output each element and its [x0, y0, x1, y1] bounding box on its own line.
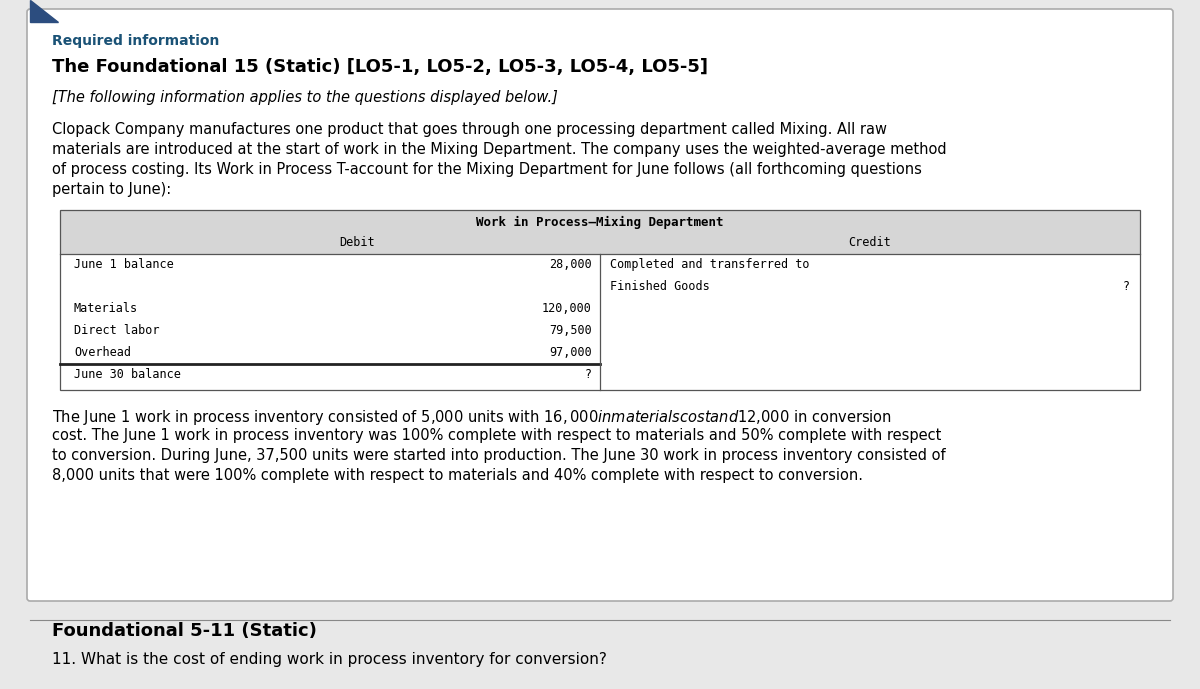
Text: Finished Goods: Finished Goods — [610, 280, 709, 293]
Text: [The following information applies to the questions displayed below.]: [The following information applies to th… — [52, 90, 558, 105]
Text: June 30 balance: June 30 balance — [74, 368, 181, 381]
Text: ?: ? — [584, 368, 592, 381]
Text: 97,000: 97,000 — [550, 346, 592, 359]
Text: Foundational 5-11 (Static): Foundational 5-11 (Static) — [52, 622, 317, 640]
Text: Completed and transferred to: Completed and transferred to — [610, 258, 810, 271]
Text: Direct labor: Direct labor — [74, 324, 160, 337]
Text: Materials: Materials — [74, 302, 138, 315]
Text: 120,000: 120,000 — [542, 302, 592, 315]
Text: Clopack Company manufactures one product that goes through one processing depart: Clopack Company manufactures one product… — [52, 122, 887, 137]
FancyBboxPatch shape — [28, 9, 1174, 601]
Text: 28,000: 28,000 — [550, 258, 592, 271]
Text: Overhead: Overhead — [74, 346, 131, 359]
Text: The June 1 work in process inventory consisted of 5,000 units with $16,000 in ma: The June 1 work in process inventory con… — [52, 408, 892, 427]
Text: June 1 balance: June 1 balance — [74, 258, 174, 271]
Text: ?: ? — [1123, 280, 1130, 293]
Text: Required information: Required information — [52, 34, 220, 48]
Bar — [60, 210, 1140, 254]
Text: Credit: Credit — [848, 236, 892, 249]
Text: The Foundational 15 (Static) [LO5-1, LO5-2, LO5-3, LO5-4, LO5-5]: The Foundational 15 (Static) [LO5-1, LO5… — [52, 58, 708, 76]
Text: 11. What is the cost of ending work in process inventory for conversion?: 11. What is the cost of ending work in p… — [52, 652, 607, 667]
Text: pertain to June):: pertain to June): — [52, 182, 172, 197]
Text: cost. The June 1 work in process inventory was 100% complete with respect to mat: cost. The June 1 work in process invento… — [52, 428, 941, 443]
Text: of process costing. Its Work in Process T-account for the Mixing Department for : of process costing. Its Work in Process … — [52, 162, 922, 177]
Bar — [60, 210, 1140, 390]
Text: to conversion. During June, 37,500 units were started into production. The June : to conversion. During June, 37,500 units… — [52, 448, 946, 463]
Text: 79,500: 79,500 — [550, 324, 592, 337]
Text: 8,000 units that were 100% complete with respect to materials and 40% complete w: 8,000 units that were 100% complete with… — [52, 468, 863, 483]
Text: Debit: Debit — [340, 236, 374, 249]
Text: materials are introduced at the start of work in the Mixing Department. The comp: materials are introduced at the start of… — [52, 142, 947, 157]
Polygon shape — [30, 0, 58, 22]
Text: Work in Process–Mixing Department: Work in Process–Mixing Department — [476, 216, 724, 229]
